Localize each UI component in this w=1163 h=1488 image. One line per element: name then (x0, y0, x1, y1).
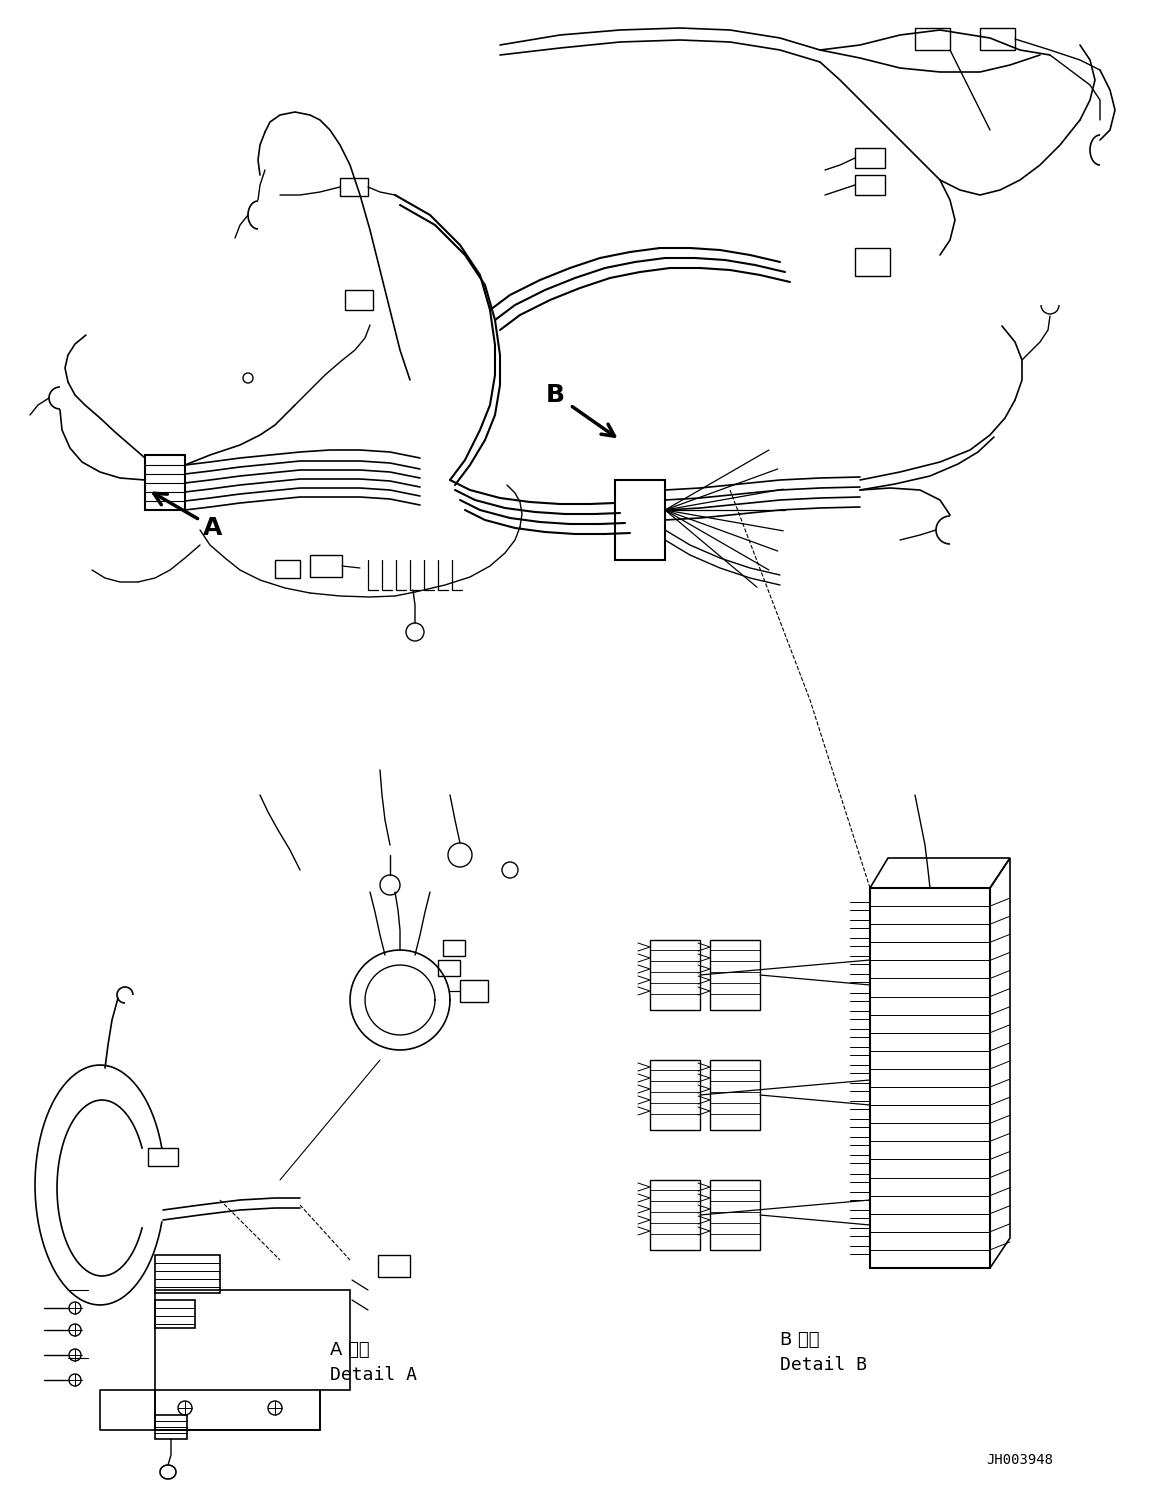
Bar (155, 1390, 320, 1430)
Bar (438, 960, 461, 976)
Bar (155, 1301, 195, 1327)
Bar (615, 481, 665, 559)
Bar (148, 1149, 178, 1167)
Text: A: A (204, 516, 222, 540)
Text: B 詳細: B 詳細 (780, 1330, 820, 1350)
Bar (650, 1180, 700, 1250)
Bar (145, 455, 185, 510)
Bar (155, 1415, 187, 1439)
Bar (855, 147, 885, 168)
Bar (855, 248, 890, 275)
Bar (155, 1254, 220, 1293)
Bar (915, 28, 950, 51)
Bar (709, 1180, 759, 1250)
Bar (650, 940, 700, 1010)
Bar (340, 179, 368, 196)
Bar (443, 940, 465, 955)
Bar (855, 176, 885, 195)
Bar (345, 290, 373, 310)
Bar (709, 940, 759, 1010)
Text: A 詳細: A 詳細 (330, 1341, 370, 1359)
Bar (650, 1059, 700, 1129)
Text: Detail A: Detail A (330, 1366, 418, 1384)
Text: Detail B: Detail B (780, 1356, 866, 1373)
Bar (274, 559, 300, 577)
Bar (870, 888, 990, 1268)
Bar (709, 1059, 759, 1129)
Text: JH003948: JH003948 (986, 1452, 1054, 1467)
Bar (980, 28, 1015, 51)
Bar (378, 1254, 411, 1277)
Text: B: B (545, 382, 564, 408)
Bar (461, 981, 488, 1001)
Bar (311, 555, 342, 577)
